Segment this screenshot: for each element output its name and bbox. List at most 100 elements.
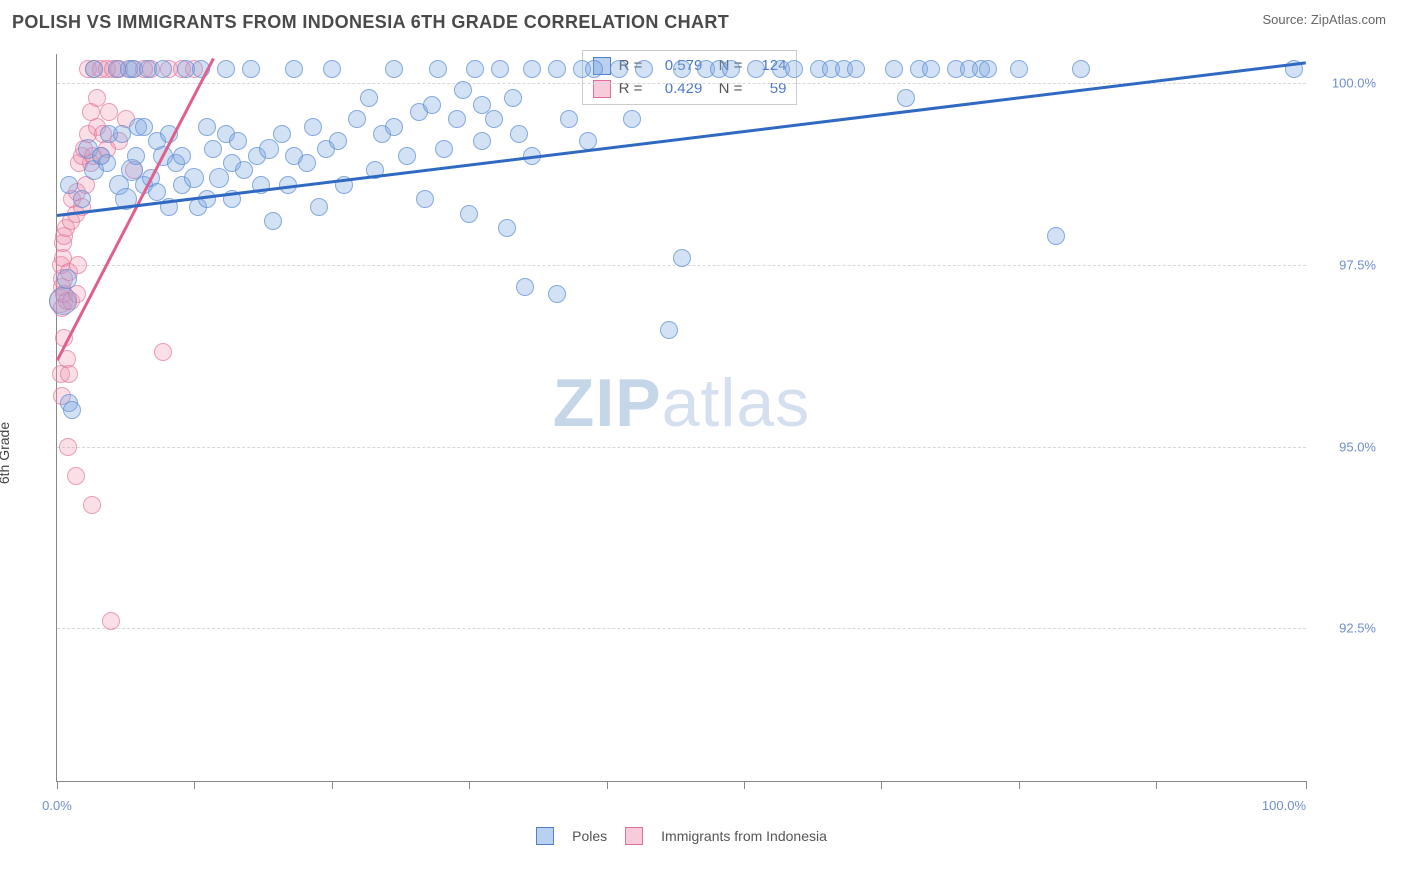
scatter-point-blue bbox=[610, 60, 628, 78]
chart-area: 6th Grade ZIPatlas R = 0.579 N = 124R = … bbox=[12, 44, 1386, 862]
scatter-point-blue bbox=[242, 60, 260, 78]
scatter-point-blue bbox=[398, 147, 416, 165]
scatter-point-blue bbox=[57, 269, 77, 289]
legend-swatch-pink bbox=[625, 827, 643, 845]
legend-stat-row: R = 0.429 N = 59 bbox=[593, 78, 787, 101]
plot-region: ZIPatlas R = 0.579 N = 124R = 0.429 N = … bbox=[56, 54, 1306, 782]
scatter-point-pink bbox=[59, 438, 77, 456]
scatter-point-blue bbox=[229, 132, 247, 150]
source-label: Source: ZipAtlas.com bbox=[1262, 12, 1386, 27]
legend-swatch-blue bbox=[536, 827, 554, 845]
scatter-point-blue bbox=[304, 118, 322, 136]
scatter-point-blue bbox=[435, 140, 453, 158]
scatter-point-blue bbox=[73, 190, 91, 208]
scatter-point-blue bbox=[273, 125, 291, 143]
scatter-point-blue bbox=[847, 60, 865, 78]
scatter-point-blue bbox=[510, 125, 528, 143]
scatter-point-blue bbox=[979, 60, 997, 78]
scatter-point-blue bbox=[360, 89, 378, 107]
x-tick bbox=[744, 781, 745, 789]
legend-n-value: 59 bbox=[750, 78, 786, 101]
bottom-legend: PolesImmigrants from Indonesia bbox=[57, 827, 1306, 845]
legend-label: Poles bbox=[572, 828, 607, 844]
scatter-point-blue bbox=[660, 321, 678, 339]
scatter-point-blue bbox=[560, 110, 578, 128]
scatter-point-blue bbox=[329, 132, 347, 150]
y-tick-label: 92.5% bbox=[1316, 621, 1376, 636]
x-tick-label: 0.0% bbox=[42, 798, 72, 813]
scatter-point-blue bbox=[585, 60, 603, 78]
x-tick bbox=[194, 781, 195, 789]
scatter-point-blue bbox=[264, 212, 282, 230]
y-tick-label: 95.0% bbox=[1316, 439, 1376, 454]
scatter-point-blue bbox=[460, 205, 478, 223]
scatter-point-blue bbox=[298, 154, 316, 172]
scatter-point-blue bbox=[184, 168, 204, 188]
scatter-point-blue bbox=[1010, 60, 1028, 78]
scatter-point-blue bbox=[85, 60, 103, 78]
scatter-point-blue bbox=[623, 110, 641, 128]
scatter-point-blue bbox=[173, 147, 191, 165]
x-tick bbox=[469, 781, 470, 789]
x-tick-label: 100.0% bbox=[1262, 798, 1306, 813]
x-tick bbox=[1019, 781, 1020, 789]
gridline-h bbox=[57, 628, 1306, 629]
x-tick bbox=[332, 781, 333, 789]
scatter-point-blue bbox=[673, 249, 691, 267]
scatter-point-blue bbox=[198, 190, 216, 208]
chart-title: POLISH VS IMMIGRANTS FROM INDONESIA 6TH … bbox=[12, 12, 729, 33]
scatter-point-blue bbox=[885, 60, 903, 78]
watermark: ZIPatlas bbox=[553, 364, 810, 442]
scatter-point-blue bbox=[154, 60, 172, 78]
scatter-point-blue bbox=[127, 147, 145, 165]
scatter-point-blue bbox=[466, 60, 484, 78]
gridline-h bbox=[57, 447, 1306, 448]
scatter-point-blue bbox=[348, 110, 366, 128]
scatter-point-blue bbox=[235, 161, 253, 179]
legend-r-value: 0.429 bbox=[650, 78, 702, 101]
scatter-point-blue bbox=[429, 60, 447, 78]
scatter-point-blue bbox=[385, 60, 403, 78]
scatter-point-blue bbox=[473, 132, 491, 150]
scatter-point-blue bbox=[504, 89, 522, 107]
scatter-point-blue bbox=[491, 60, 509, 78]
scatter-point-blue bbox=[385, 118, 403, 136]
scatter-point-pink bbox=[60, 365, 78, 383]
x-tick bbox=[57, 781, 58, 789]
scatter-point-blue bbox=[198, 118, 216, 136]
scatter-point-blue bbox=[523, 60, 541, 78]
y-tick-label: 100.0% bbox=[1316, 76, 1376, 91]
scatter-point-pink bbox=[67, 467, 85, 485]
scatter-point-blue bbox=[548, 285, 566, 303]
scatter-point-pink bbox=[154, 343, 172, 361]
scatter-point-blue bbox=[785, 60, 803, 78]
legend-stats-box: R = 0.579 N = 124R = 0.429 N = 59 bbox=[582, 50, 798, 105]
scatter-point-blue bbox=[548, 60, 566, 78]
scatter-point-blue bbox=[1072, 60, 1090, 78]
scatter-point-blue bbox=[423, 96, 441, 114]
scatter-point-blue bbox=[922, 60, 940, 78]
scatter-point-blue bbox=[310, 198, 328, 216]
scatter-point-blue bbox=[1047, 227, 1065, 245]
legend-r-label: R = bbox=[619, 78, 643, 101]
scatter-point-blue bbox=[323, 60, 341, 78]
scatter-point-blue bbox=[63, 401, 81, 419]
scatter-point-blue bbox=[448, 110, 466, 128]
scatter-point-blue bbox=[498, 219, 516, 237]
scatter-point-blue bbox=[897, 89, 915, 107]
x-tick bbox=[881, 781, 882, 789]
legend-n-label: N = bbox=[710, 78, 742, 101]
x-tick bbox=[1306, 781, 1307, 789]
scatter-point-blue bbox=[204, 140, 222, 158]
x-tick bbox=[1156, 781, 1157, 789]
scatter-point-blue bbox=[98, 154, 116, 172]
scatter-point-blue bbox=[673, 60, 691, 78]
scatter-point-blue bbox=[217, 60, 235, 78]
scatter-point-blue bbox=[635, 60, 653, 78]
y-axis-label: 6th Grade bbox=[0, 422, 12, 484]
x-tick bbox=[607, 781, 608, 789]
scatter-point-blue bbox=[49, 287, 77, 315]
scatter-point-blue bbox=[454, 81, 472, 99]
scatter-point-pink bbox=[83, 496, 101, 514]
scatter-point-blue bbox=[285, 60, 303, 78]
